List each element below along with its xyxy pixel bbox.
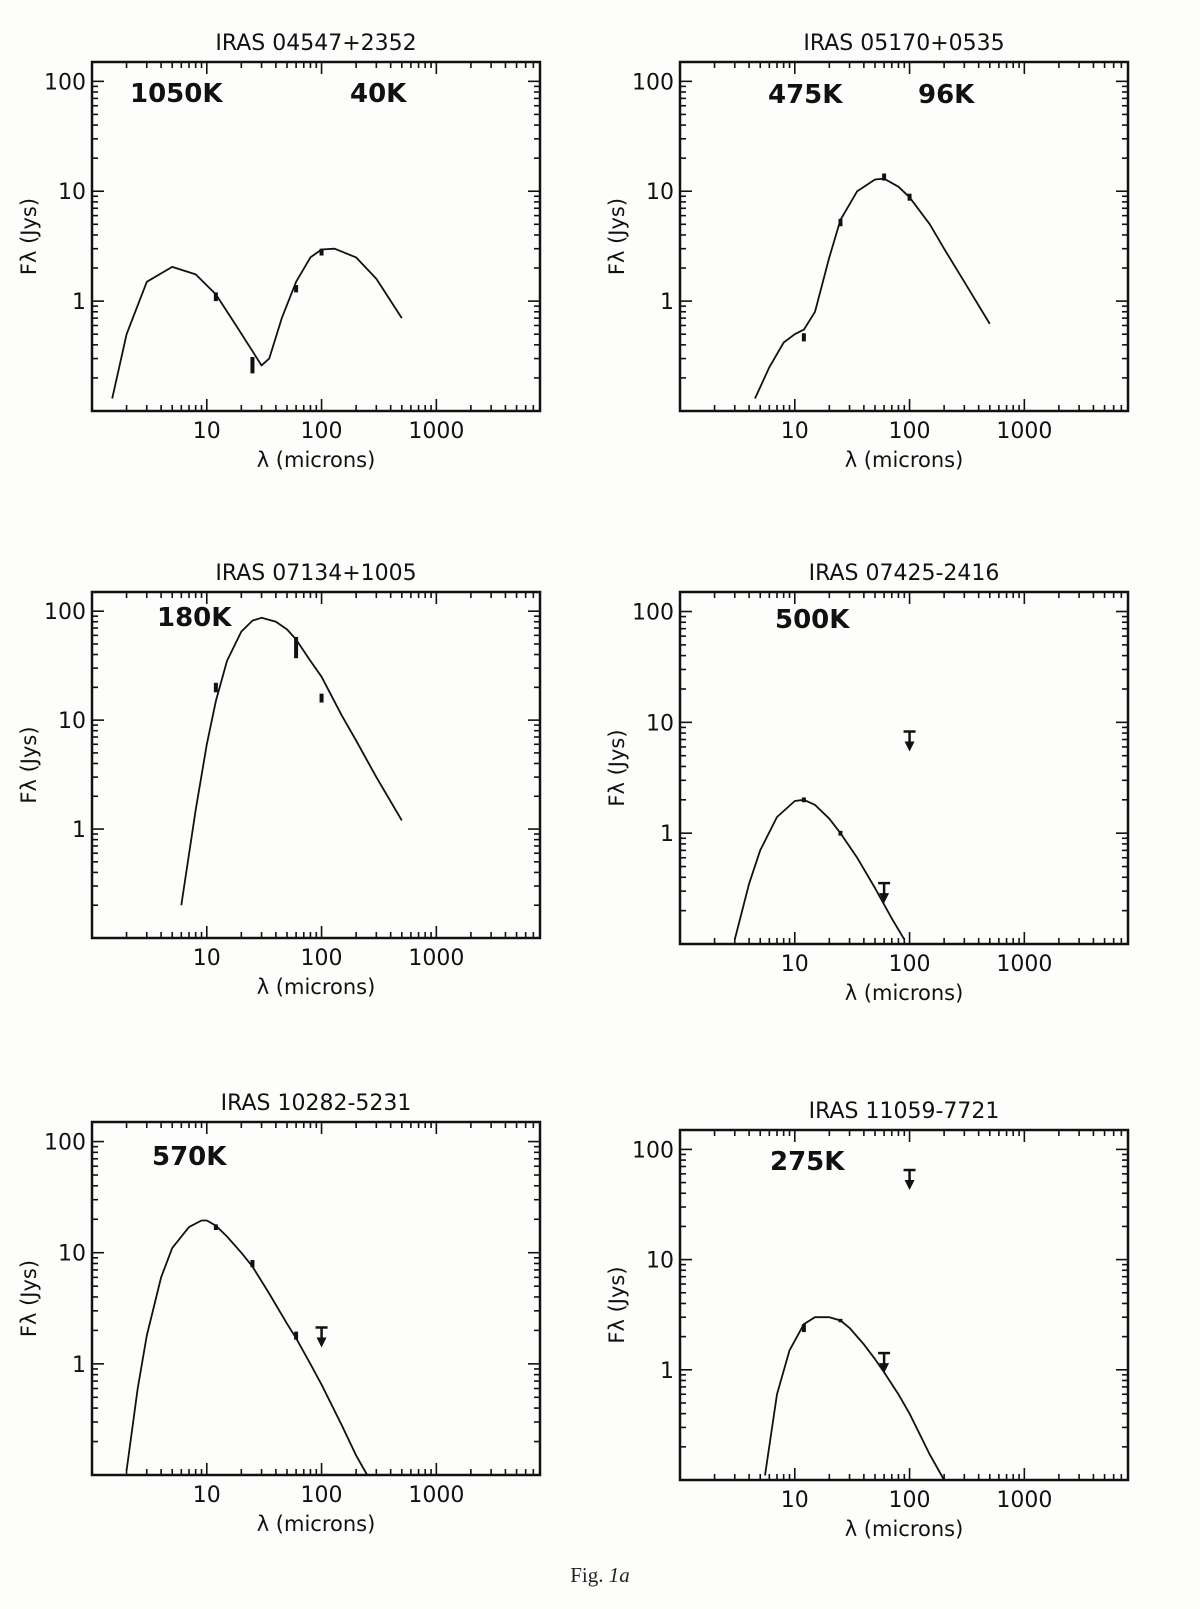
- x-tick-label: 1000: [408, 946, 464, 971]
- y-tick-label: 1: [660, 1359, 674, 1384]
- model-curve: [111, 247, 403, 399]
- upper-limit-arrow: [904, 1180, 915, 1191]
- temperature-label: 500K: [775, 605, 850, 635]
- upper-limit-arrow: [904, 741, 915, 752]
- chart-panel-2: 10 100 1000 1 10 100 IRAS 05170+0535 λ (microns…: [605, 31, 1130, 472]
- y-axis-label: Fλ (Jys): [17, 726, 41, 803]
- y-tick-label: 1: [72, 1353, 86, 1378]
- y-tick-label: 100: [44, 70, 86, 95]
- figure-caption: Fig. 1a: [0, 1563, 1200, 1588]
- model-curve: [180, 616, 403, 906]
- chart-panel-3: 10 100 1000 1 10 100 IRAS 07134+1005 λ (microns…: [17, 561, 542, 999]
- model-curve: [754, 177, 991, 399]
- y-axis-label: Fλ (Jys): [605, 1266, 629, 1343]
- temperature-label: 475K: [768, 80, 843, 110]
- plot-frame: [90, 590, 542, 940]
- y-tick-label: 1: [660, 290, 674, 315]
- x-tick-label: 1000: [996, 1488, 1052, 1513]
- chart-title: IRAS 11059-7721: [809, 1099, 1000, 1124]
- chart-title: IRAS 07425-2416: [809, 561, 1000, 586]
- x-tick-label: 10: [193, 419, 221, 444]
- model-curve: [125, 1219, 368, 1476]
- y-tick-label: 10: [646, 1249, 674, 1274]
- x-tick-label: 100: [301, 1483, 343, 1508]
- x-axis-label: λ (microns): [257, 975, 376, 999]
- y-axis-label: Fλ (Jys): [17, 1260, 41, 1337]
- y-tick-label: 100: [44, 1131, 86, 1156]
- x-axis-label: λ (microns): [845, 981, 964, 1005]
- y-tick-label: 100: [632, 601, 674, 626]
- y-tick-label: 10: [646, 711, 674, 736]
- chart-title: IRAS 04547+2352: [215, 31, 416, 56]
- x-tick-label: 100: [301, 419, 343, 444]
- temperature-label: 96K: [918, 80, 975, 110]
- plot-frame: [678, 1128, 1130, 1482]
- chart-panel-1: 10 100 1000 1 10 100 IRAS 04547+2352 λ (microns…: [17, 31, 542, 472]
- x-axis-label: λ (microns): [257, 1512, 376, 1536]
- y-axis-label: Fλ (Jys): [605, 198, 629, 275]
- y-tick-label: 10: [58, 1242, 86, 1267]
- temperature-label: 1050K: [130, 79, 223, 109]
- x-tick-label: 100: [889, 1488, 931, 1513]
- x-tick-label: 1000: [996, 419, 1052, 444]
- x-tick-label: 10: [781, 1488, 809, 1513]
- x-tick-label: 10: [781, 419, 809, 444]
- plot-frame: [90, 60, 542, 413]
- x-tick-label: 100: [889, 952, 931, 977]
- x-axis-label: λ (microns): [257, 448, 376, 472]
- chart-panel-4: 10 100 1000 1 10 100 IRAS 07425-2416 λ (microns…: [605, 561, 1130, 1005]
- chart-panel-6: 10 100 1000 1 10 100 IRAS 11059-7721 λ (microns…: [605, 1099, 1130, 1541]
- x-axis-label: λ (microns): [845, 1517, 964, 1541]
- y-axis-label: Fλ (Jys): [605, 729, 629, 806]
- plot-frame: [90, 1120, 542, 1477]
- chart-title: IRAS 07134+1005: [215, 561, 416, 586]
- temperature-label: 570K: [152, 1142, 227, 1172]
- x-tick-label: 100: [889, 419, 931, 444]
- y-tick-label: 100: [632, 70, 674, 95]
- chart-title: IRAS 05170+0535: [803, 31, 1004, 56]
- temperature-label: 180K: [157, 603, 232, 633]
- y-axis-label: Fλ (Jys): [17, 198, 41, 275]
- chart-panel-5: 10 100 1000 1 10 100 IRAS 10282-5231 λ (microns…: [17, 1091, 542, 1536]
- x-tick-label: 1000: [408, 1483, 464, 1508]
- y-tick-label: 1: [72, 818, 86, 843]
- caption-prefix: Fig.: [570, 1563, 604, 1587]
- y-tick-label: 1: [72, 290, 86, 315]
- x-tick-label: 10: [193, 946, 221, 971]
- temperature-label: 275K: [770, 1147, 845, 1177]
- y-tick-label: 100: [632, 1138, 674, 1163]
- x-tick-label: 10: [193, 1483, 221, 1508]
- x-tick-label: 100: [301, 946, 343, 971]
- y-tick-label: 10: [58, 180, 86, 205]
- upper-limit-arrow: [879, 893, 890, 904]
- y-tick-label: 1: [660, 822, 674, 847]
- x-axis-label: λ (microns): [845, 448, 964, 472]
- y-tick-label: 10: [58, 709, 86, 734]
- plot-frame: [678, 60, 1130, 413]
- x-tick-label: 1000: [996, 952, 1052, 977]
- model-curve: [733, 798, 906, 940]
- model-curve: [764, 1316, 945, 1481]
- caption-number: 1a: [608, 1563, 630, 1587]
- y-tick-label: 100: [44, 600, 86, 625]
- chart-title: IRAS 10282-5231: [221, 1091, 412, 1116]
- upper-limit-arrow: [316, 1337, 327, 1348]
- upper-limit-arrow: [879, 1363, 890, 1374]
- x-tick-label: 10: [781, 952, 809, 977]
- x-tick-label: 1000: [408, 419, 464, 444]
- y-tick-label: 10: [646, 180, 674, 205]
- temperature-label: 40K: [350, 79, 407, 109]
